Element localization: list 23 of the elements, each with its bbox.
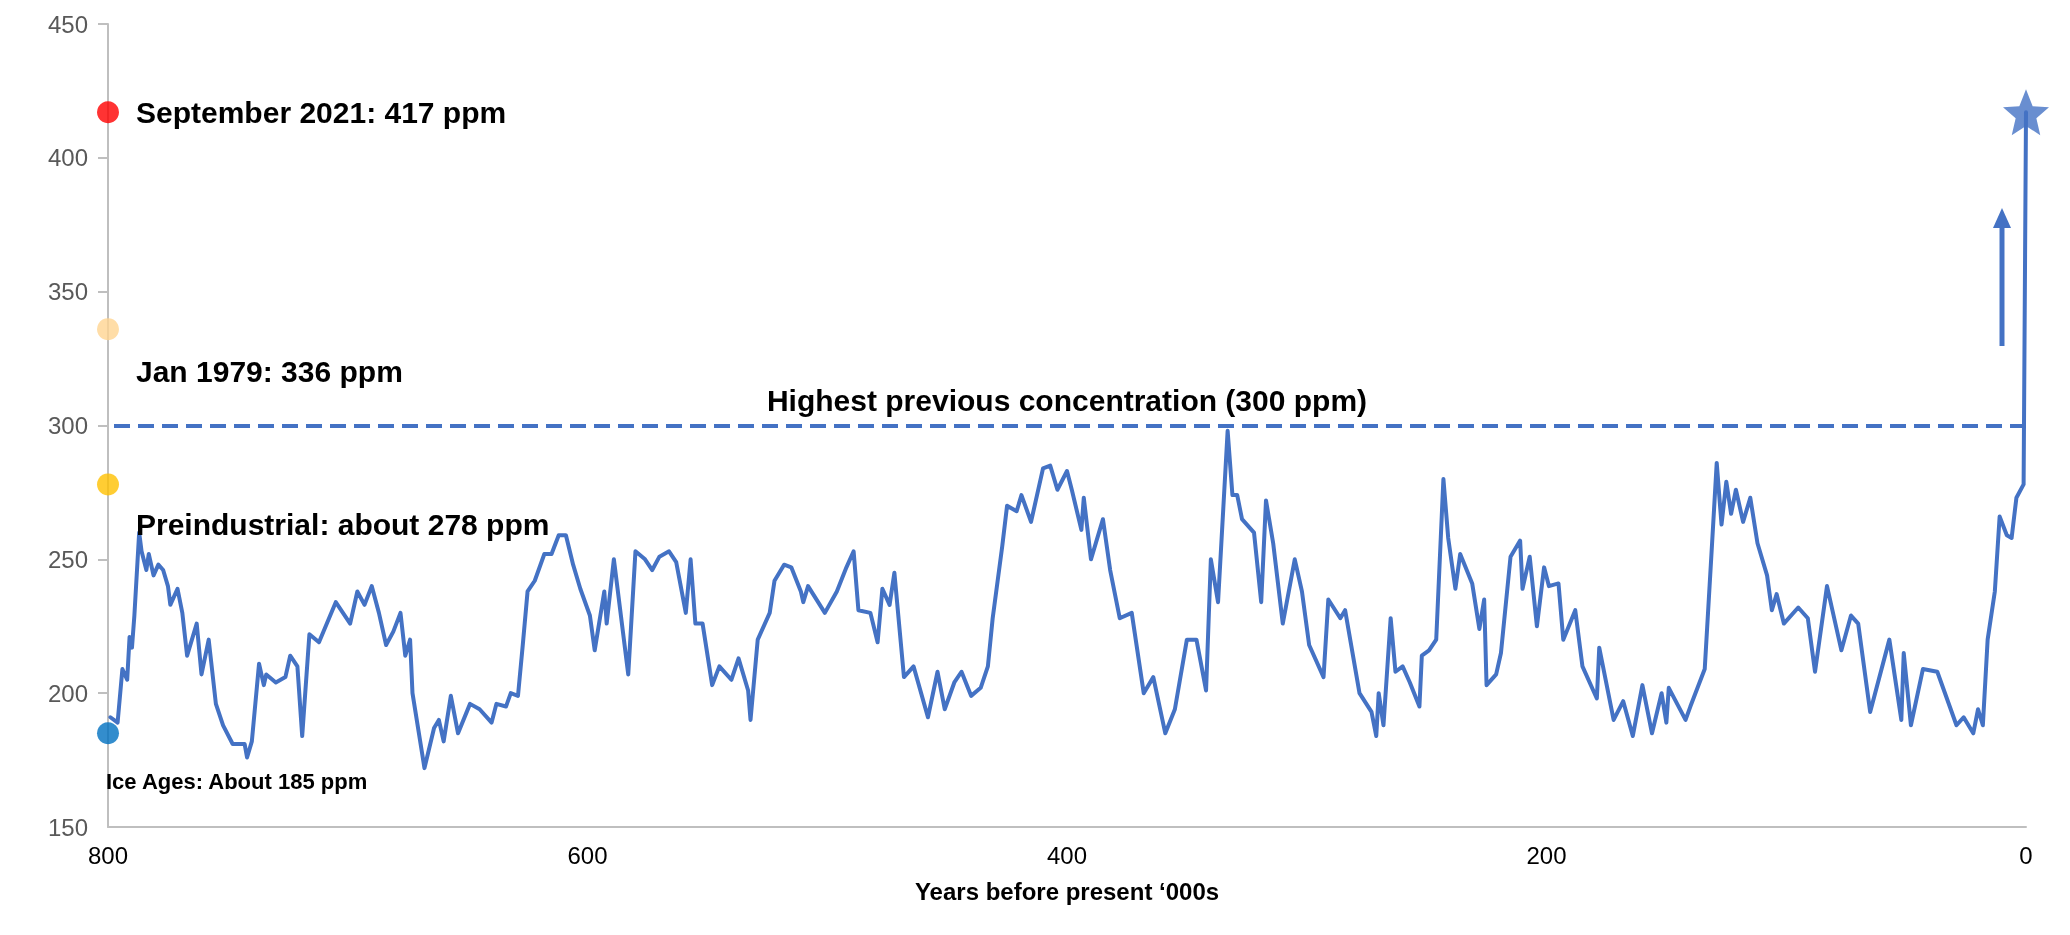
x-tick-label: 0: [2019, 841, 2033, 869]
annotation: Preindustrial: about 278 ppm: [136, 507, 550, 541]
y-tick-label: 300: [47, 412, 88, 439]
point: [97, 722, 119, 745]
y-tick-label: 200: [47, 679, 88, 707]
annotation: September 2021: 417 ppm: [136, 95, 507, 129]
x-tick-label: 800: [87, 841, 129, 869]
y-tick-label: 150: [47, 813, 88, 841]
point: [97, 101, 119, 124]
y-tick-label: 450: [47, 10, 88, 38]
point: [97, 473, 119, 496]
y-tick-label: 350: [47, 278, 88, 306]
x-axis-title: Years before present ‘000s: [914, 877, 1220, 905]
y-tick-label: 400: [47, 144, 88, 172]
x-tick-label: 200: [1526, 841, 1567, 869]
annotation: Jan 1979: 336 ppm: [136, 354, 403, 388]
ref-line-label: Highest previous concentration (300 ppm): [766, 384, 1368, 417]
annotation: Ice Ages: About 185 ppm: [106, 768, 368, 794]
x-tick-label: 600: [567, 841, 608, 869]
point: [2003, 89, 2049, 136]
point: [97, 318, 119, 341]
y-tick-label: 250: [47, 545, 88, 573]
x-tick-label: 400: [1046, 841, 1088, 869]
